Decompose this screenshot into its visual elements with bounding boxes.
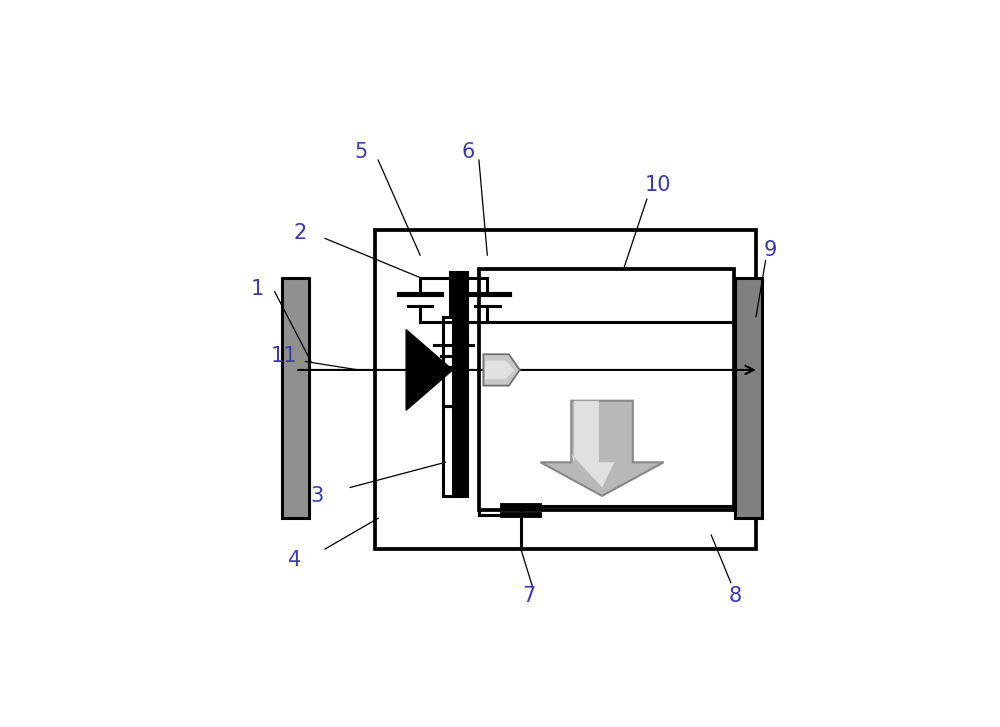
Bar [375,230,756,549]
Text: 1: 1 [251,278,264,299]
Text: 3: 3 [310,486,323,506]
Polygon shape [540,401,664,496]
Text: 4: 4 [288,550,301,570]
Polygon shape [485,361,514,379]
Text: 6: 6 [461,142,474,161]
Polygon shape [483,354,520,385]
Text: 5: 5 [355,142,368,161]
Bar [443,317,453,406]
Polygon shape [406,329,453,410]
Bar [450,272,467,496]
Bar [282,278,309,518]
Text: 9: 9 [763,240,777,260]
Text: 10: 10 [645,175,671,196]
Text: 11: 11 [271,346,297,366]
Text: 7: 7 [523,585,536,606]
Text: 8: 8 [729,585,742,606]
Bar [443,406,453,496]
Polygon shape [571,401,614,488]
Bar [479,269,734,510]
Text: 2: 2 [293,222,306,243]
Bar [735,278,762,518]
